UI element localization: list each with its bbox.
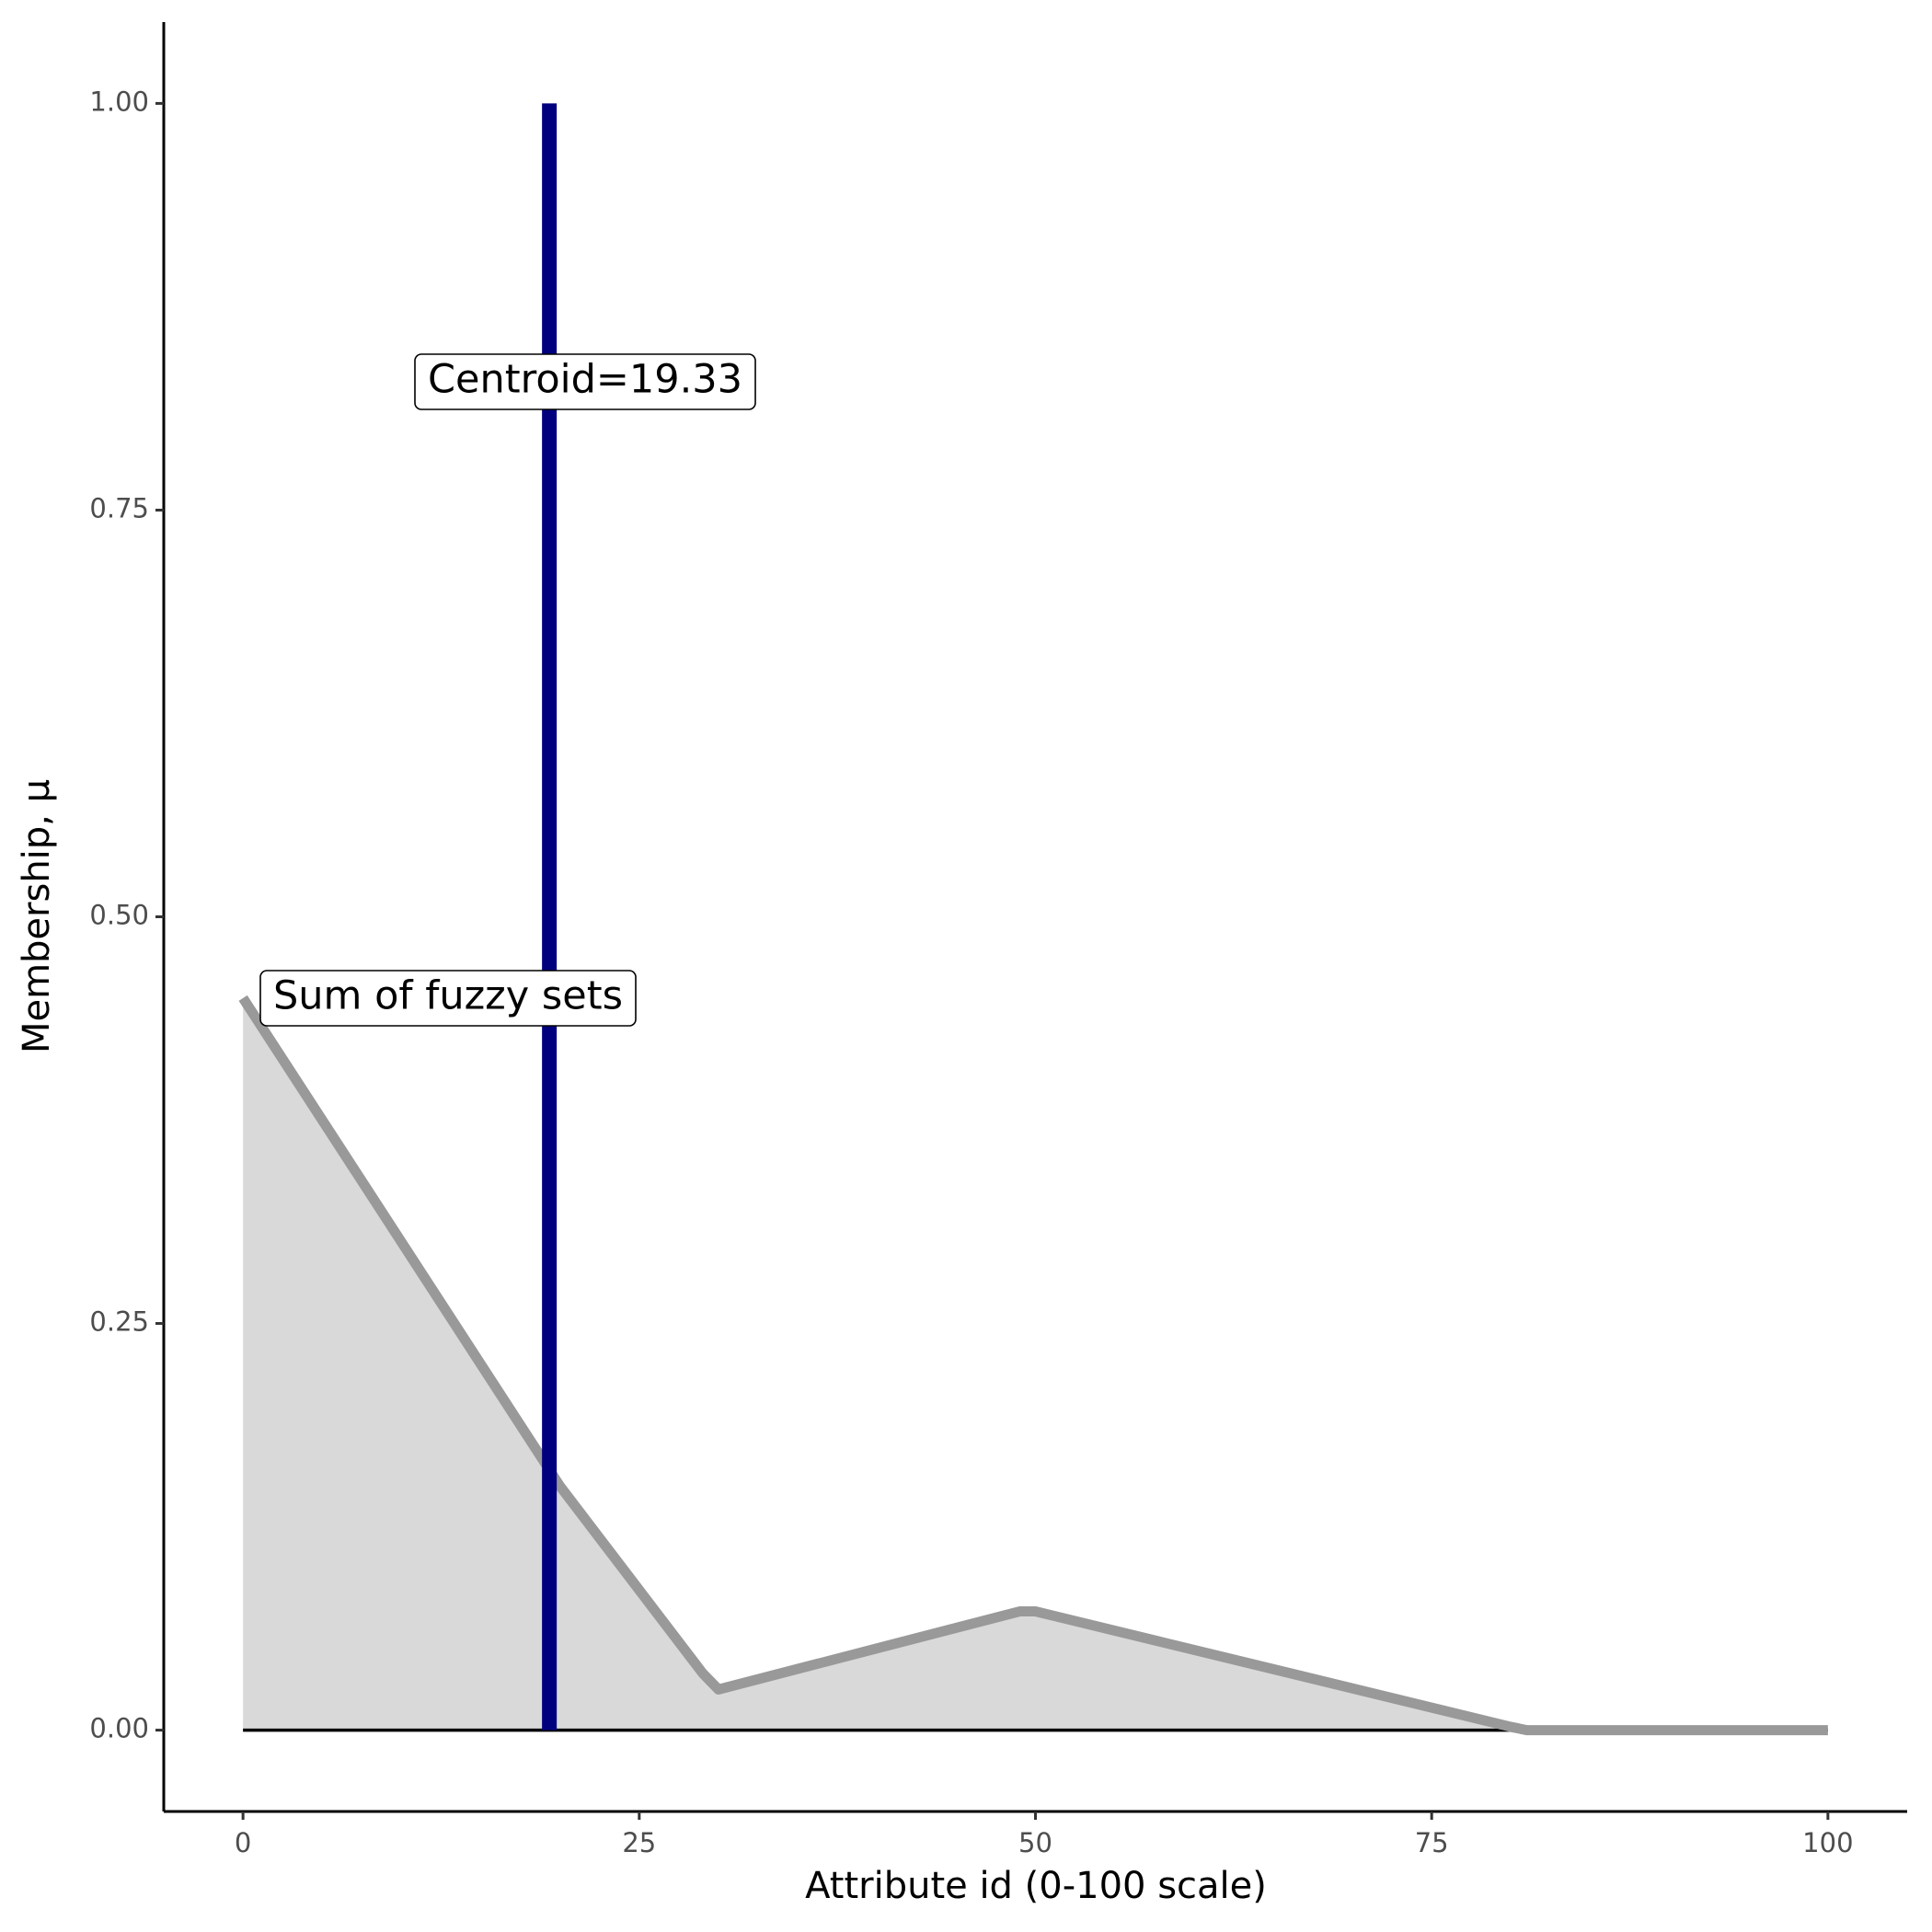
y-axis-title: Membership, μ: [16, 779, 58, 1053]
centroid-label-text: Centroid=19.33: [428, 357, 742, 403]
x-tick-label: 75: [1415, 1827, 1449, 1858]
y-tick-label: 1.00: [89, 86, 149, 117]
x-tick-label: 50: [1018, 1827, 1052, 1858]
series-label: Sum of fuzzy sets: [259, 970, 637, 1027]
y-tick-label: 0.50: [89, 900, 149, 931]
y-tick-label: 0.00: [89, 1713, 149, 1744]
centroid-label: Centroid=19.33: [414, 353, 756, 410]
x-tick-label: 100: [1802, 1827, 1853, 1858]
area: [243, 997, 1828, 1731]
x-tick-label: 0: [235, 1827, 251, 1858]
x-tick-label: 25: [622, 1827, 656, 1858]
series-label-text: Sum of fuzzy sets: [273, 973, 623, 1019]
y-tick-label: 0.75: [89, 492, 149, 523]
line: [238, 995, 1828, 1736]
series-label-box: [259, 970, 637, 1027]
centroid-label-box: [414, 353, 756, 410]
x-axis-title: Attribute id (0-100 scale): [805, 1865, 1267, 1907]
y-tick-label: 0.25: [89, 1306, 149, 1338]
